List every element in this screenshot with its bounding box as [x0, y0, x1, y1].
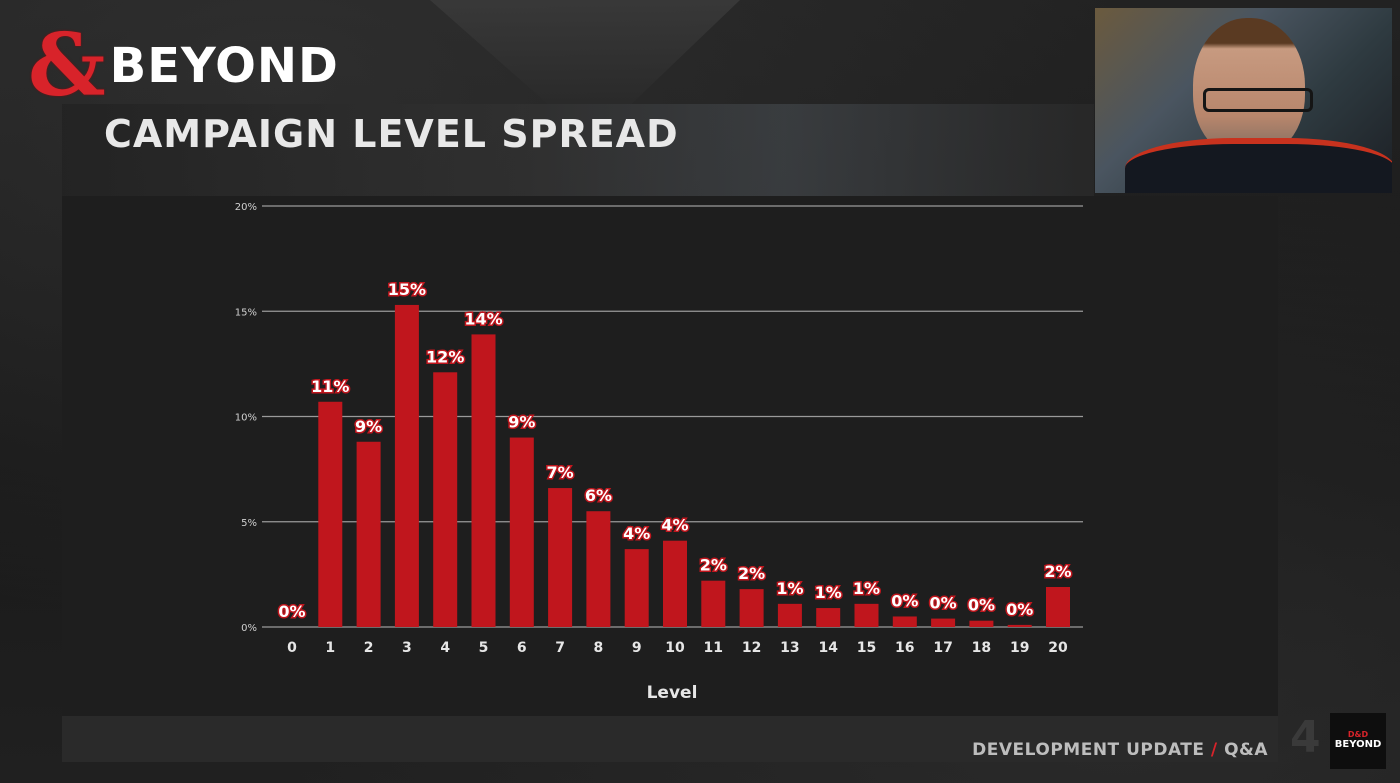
y-tick-label: 0% — [241, 623, 257, 634]
data-label: 2% — [700, 556, 727, 575]
x-tick-label: 15 — [857, 640, 876, 656]
presenter-shirt — [1125, 138, 1392, 193]
bar — [509, 437, 534, 627]
x-tick-label: 2 — [364, 640, 374, 656]
slide-title: CAMPAIGN LEVEL SPREAD — [104, 112, 679, 156]
bar — [931, 618, 956, 627]
data-label: 2% — [738, 564, 765, 583]
data-label: 4% — [623, 524, 650, 543]
data-label: 11% — [311, 377, 349, 396]
x-tick-label: 17 — [933, 640, 952, 656]
x-tick-label: 10 — [665, 640, 685, 656]
presenter-glasses — [1203, 88, 1313, 112]
data-label: 6% — [585, 486, 612, 505]
x-tick-label: 8 — [594, 640, 604, 656]
data-label: 14% — [464, 309, 502, 328]
corner-logo-top: D&D — [1347, 730, 1369, 739]
data-label: 2% — [1044, 562, 1071, 581]
footer-caption: DEVELOPMENT UPDATE / Q&A — [972, 740, 1268, 760]
data-label: 4% — [661, 516, 688, 535]
bar — [816, 608, 841, 627]
bar — [854, 603, 879, 627]
x-tick-label: 20 — [1048, 640, 1068, 656]
data-label: 0% — [1006, 600, 1033, 619]
y-tick-label: 15% — [235, 307, 257, 318]
data-label: 0% — [891, 591, 918, 610]
y-tick-label: 5% — [241, 518, 257, 529]
data-label: 9% — [355, 417, 382, 436]
x-tick-label: 18 — [972, 640, 991, 656]
x-tick-label: 16 — [895, 640, 914, 656]
bar — [586, 511, 611, 627]
y-tick-label: 10% — [235, 413, 257, 424]
bar — [892, 616, 917, 627]
title-banner — [62, 104, 1094, 196]
y-tick-label: 20% — [235, 202, 257, 213]
ampersand-dragon-icon: & — [28, 15, 106, 116]
slide-number: 4 — [1290, 712, 1321, 763]
x-tick-label: 12 — [742, 640, 761, 656]
data-label: 12% — [426, 347, 464, 366]
x-tick-label: 5 — [479, 640, 489, 656]
bar — [663, 540, 687, 627]
footer-left: DEVELOPMENT UPDATE — [972, 740, 1205, 760]
data-label: 7% — [547, 463, 574, 482]
bar — [1007, 624, 1032, 627]
x-tick-label: 14 — [818, 640, 838, 656]
x-tick-label: 3 — [402, 640, 412, 656]
bar — [969, 620, 994, 627]
data-label: 15% — [388, 280, 426, 299]
chart-panel — [62, 196, 1278, 716]
data-label: 0% — [968, 596, 995, 615]
bar — [356, 441, 381, 627]
footer-separator: / — [1210, 740, 1218, 760]
x-tick-label: 13 — [780, 640, 799, 656]
data-label: 0% — [930, 594, 957, 613]
bar — [433, 372, 458, 627]
corner-logo: D&D BEYOND — [1330, 713, 1386, 769]
bar — [739, 589, 764, 627]
bar — [394, 304, 419, 627]
data-label: 1% — [776, 579, 803, 598]
x-tick-label: 11 — [704, 640, 723, 656]
data-label: 0% — [278, 602, 305, 621]
x-tick-label: 0 — [287, 640, 297, 656]
x-tick-label: 7 — [555, 640, 565, 656]
bar — [624, 549, 649, 627]
bar — [318, 401, 343, 627]
footer-bar — [62, 716, 1278, 762]
x-tick-label: 4 — [440, 640, 450, 656]
dnd-beyond-logo: & BEYOND — [28, 15, 339, 116]
webcam-feed — [1095, 8, 1392, 193]
data-label: 9% — [508, 413, 535, 432]
logo-wordmark: BEYOND — [109, 38, 339, 94]
x-tick-label: 19 — [1010, 640, 1029, 656]
bar — [777, 603, 802, 627]
x-axis-label: Level — [647, 683, 698, 703]
bar — [701, 580, 726, 627]
footer-right: Q&A — [1224, 740, 1268, 760]
data-label: 1% — [815, 583, 842, 602]
x-tick-label: 1 — [325, 640, 335, 656]
bar — [548, 488, 573, 627]
x-tick-label: 6 — [517, 640, 527, 656]
bar — [1046, 587, 1070, 627]
bar — [471, 334, 496, 627]
data-label: 1% — [853, 579, 880, 598]
x-tick-label: 9 — [632, 640, 642, 656]
corner-logo-bottom: BEYOND — [1334, 739, 1382, 750]
